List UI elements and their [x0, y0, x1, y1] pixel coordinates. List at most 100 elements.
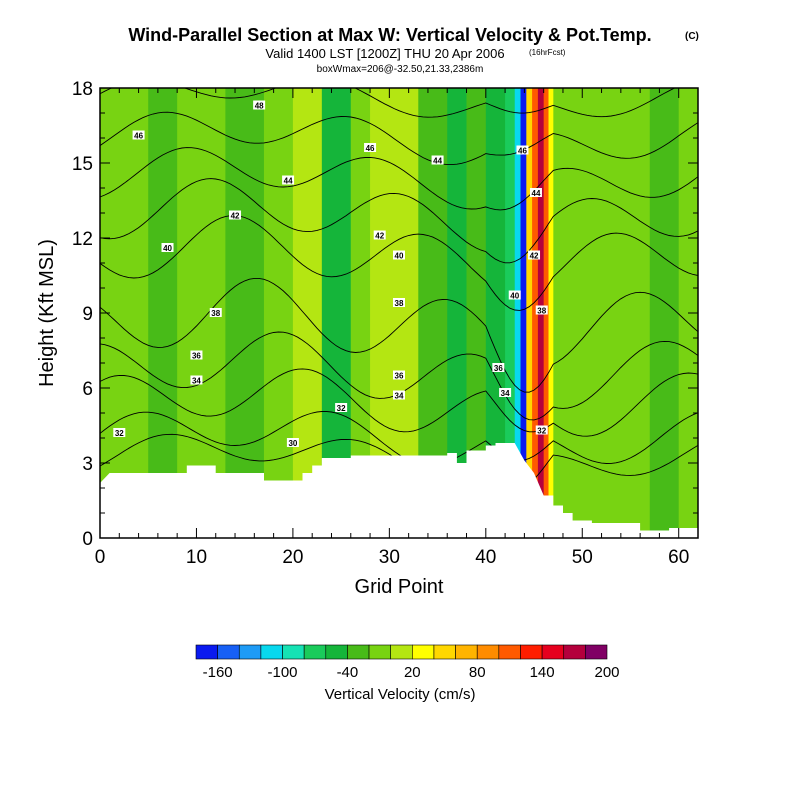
velocity-band-15 — [466, 88, 487, 538]
svg-text:42: 42 — [231, 212, 240, 221]
x-tick-label-50: 50 — [572, 547, 593, 568]
svg-text:46: 46 — [134, 132, 143, 141]
colorbar-swatch-11 — [433, 644, 456, 660]
velocity-band-5 — [225, 88, 265, 538]
contour-label-5: 44 — [282, 175, 295, 186]
colorbar-tick-3: 20 — [404, 664, 421, 681]
colorbar-label: Vertical Velocity (cm/s) — [325, 686, 476, 703]
svg-text:48: 48 — [255, 102, 264, 111]
velocity-band-18 — [514, 88, 522, 538]
contour-label-2: 46 — [364, 143, 377, 153]
colorbar-swatch-17 — [563, 644, 586, 660]
svg-text:40: 40 — [395, 252, 404, 261]
velocity-band-2 — [148, 88, 178, 538]
velocity-band-11 — [379, 88, 400, 538]
svg-text:42: 42 — [375, 232, 384, 241]
x-tick-label-10: 10 — [186, 547, 207, 568]
contour-label-6: 42 — [229, 210, 242, 221]
y-axis-label: Height (Kft MSL) — [36, 239, 58, 387]
x-tick-label-20: 20 — [282, 547, 303, 568]
y-tick-label-0: 0 — [82, 529, 93, 550]
contour-label-10: 40 — [393, 250, 405, 261]
y-tick-label-6: 6 — [82, 379, 93, 400]
contour-label-25: 30 — [286, 438, 299, 448]
contour-42-6 — [100, 178, 698, 264]
contour-label-3: 44 — [431, 155, 444, 166]
velocity-band-14 — [447, 88, 468, 538]
contour-label-18: 36 — [393, 370, 405, 381]
svg-text:32: 32 — [537, 427, 546, 436]
velocity-band-26 — [572, 88, 612, 538]
svg-text:44: 44 — [433, 157, 442, 166]
velocity-band-21 — [532, 88, 539, 538]
contour-44-7 — [100, 147, 698, 211]
svg-text:34: 34 — [395, 392, 404, 401]
svg-text:38: 38 — [211, 309, 220, 318]
colorbar-swatch-0 — [195, 644, 218, 660]
svg-text:34: 34 — [501, 389, 510, 398]
contour-label-23: 32 — [535, 425, 548, 436]
contour-label-13: 38 — [393, 298, 405, 308]
svg-text:32: 32 — [115, 429, 124, 438]
colorbar-tick-6: 200 — [594, 664, 619, 681]
colorbar-swatch-8 — [368, 644, 391, 660]
velocity-band-20 — [526, 88, 533, 538]
colorbar-swatch-14 — [498, 644, 521, 660]
x-tick-label-30: 30 — [379, 547, 400, 568]
subtitle-note: (16hrFcst) — [529, 48, 566, 57]
colorbar-tick-0: -160 — [203, 664, 233, 681]
velocity-band-16 — [485, 88, 506, 538]
contour-label-4: 46 — [516, 145, 529, 156]
contour-48-9 — [100, 88, 676, 118]
colorbar-swatch-13 — [476, 644, 500, 660]
contour-label-17: 36 — [492, 363, 505, 373]
velocity-band-1 — [119, 88, 149, 538]
contour-label-14: 38 — [209, 308, 222, 318]
title-units: (C) — [685, 31, 699, 42]
velocity-band-9 — [350, 88, 371, 538]
plot-area: 48 46 46 44 46 44 42 44 42 40 40 42 40 38 38 38 36 36 36 34… — [100, 88, 698, 538]
colorbar-tick-2: -40 — [337, 664, 359, 681]
colorbar-swatch-15 — [520, 644, 543, 660]
colorbar-swatch-7 — [347, 644, 370, 660]
colorbar — [195, 644, 608, 660]
contour-label-0: 48 — [253, 100, 266, 111]
x-axis: 0 10 20 30 40 50 60 — [95, 88, 699, 568]
colorbar-tick-1: -100 — [268, 664, 298, 681]
contour-38-4 — [100, 277, 698, 393]
svg-text:32: 32 — [337, 404, 346, 413]
contour-label-20: 34 — [499, 388, 512, 398]
contour-34-2 — [100, 368, 698, 437]
x-tick-label-0: 0 — [95, 547, 106, 568]
svg-text:42: 42 — [530, 252, 539, 261]
terrain-mask — [100, 443, 698, 538]
svg-text:38: 38 — [395, 299, 404, 308]
velocity-band-12 — [399, 88, 419, 538]
colorbar-swatch-4 — [282, 644, 305, 660]
contour-46-8 — [100, 111, 698, 166]
contour-labels: 48 46 46 44 46 44 42 44 42 40 40 42 40 38 38 38 36 36 36 34… — [113, 100, 548, 448]
x-tick-label-60: 60 — [668, 547, 689, 568]
contour-label-8: 42 — [373, 230, 386, 241]
colorbar-tick-labels: -160 -100 -40 20 80 140 200 — [203, 664, 620, 681]
colorbar-swatch-5 — [303, 644, 327, 660]
colorbar-tick-5: 140 — [530, 664, 555, 681]
chart-title: Wind-Parallel Section at Max W: Vertical… — [128, 25, 651, 45]
contour-40-5 — [100, 215, 698, 311]
y-tick-label-3: 3 — [82, 454, 93, 475]
colorbar-swatch-6 — [325, 644, 348, 660]
y-tick-label-15: 15 — [72, 154, 93, 175]
y-tick-label-9: 9 — [82, 304, 93, 325]
contour-label-7: 44 — [529, 188, 542, 198]
colorbar-swatch-16 — [541, 644, 565, 660]
svg-text:44: 44 — [284, 177, 293, 186]
velocity-band-7 — [292, 88, 323, 538]
velocity-band-3 — [177, 88, 207, 538]
svg-text:30: 30 — [288, 439, 297, 448]
contour-label-15: 38 — [535, 305, 548, 316]
y-tick-label-18: 18 — [72, 79, 93, 100]
velocity-band-19 — [520, 88, 527, 538]
colorbar-tick-4: 80 — [469, 664, 486, 681]
contour-label-12: 40 — [508, 290, 521, 301]
